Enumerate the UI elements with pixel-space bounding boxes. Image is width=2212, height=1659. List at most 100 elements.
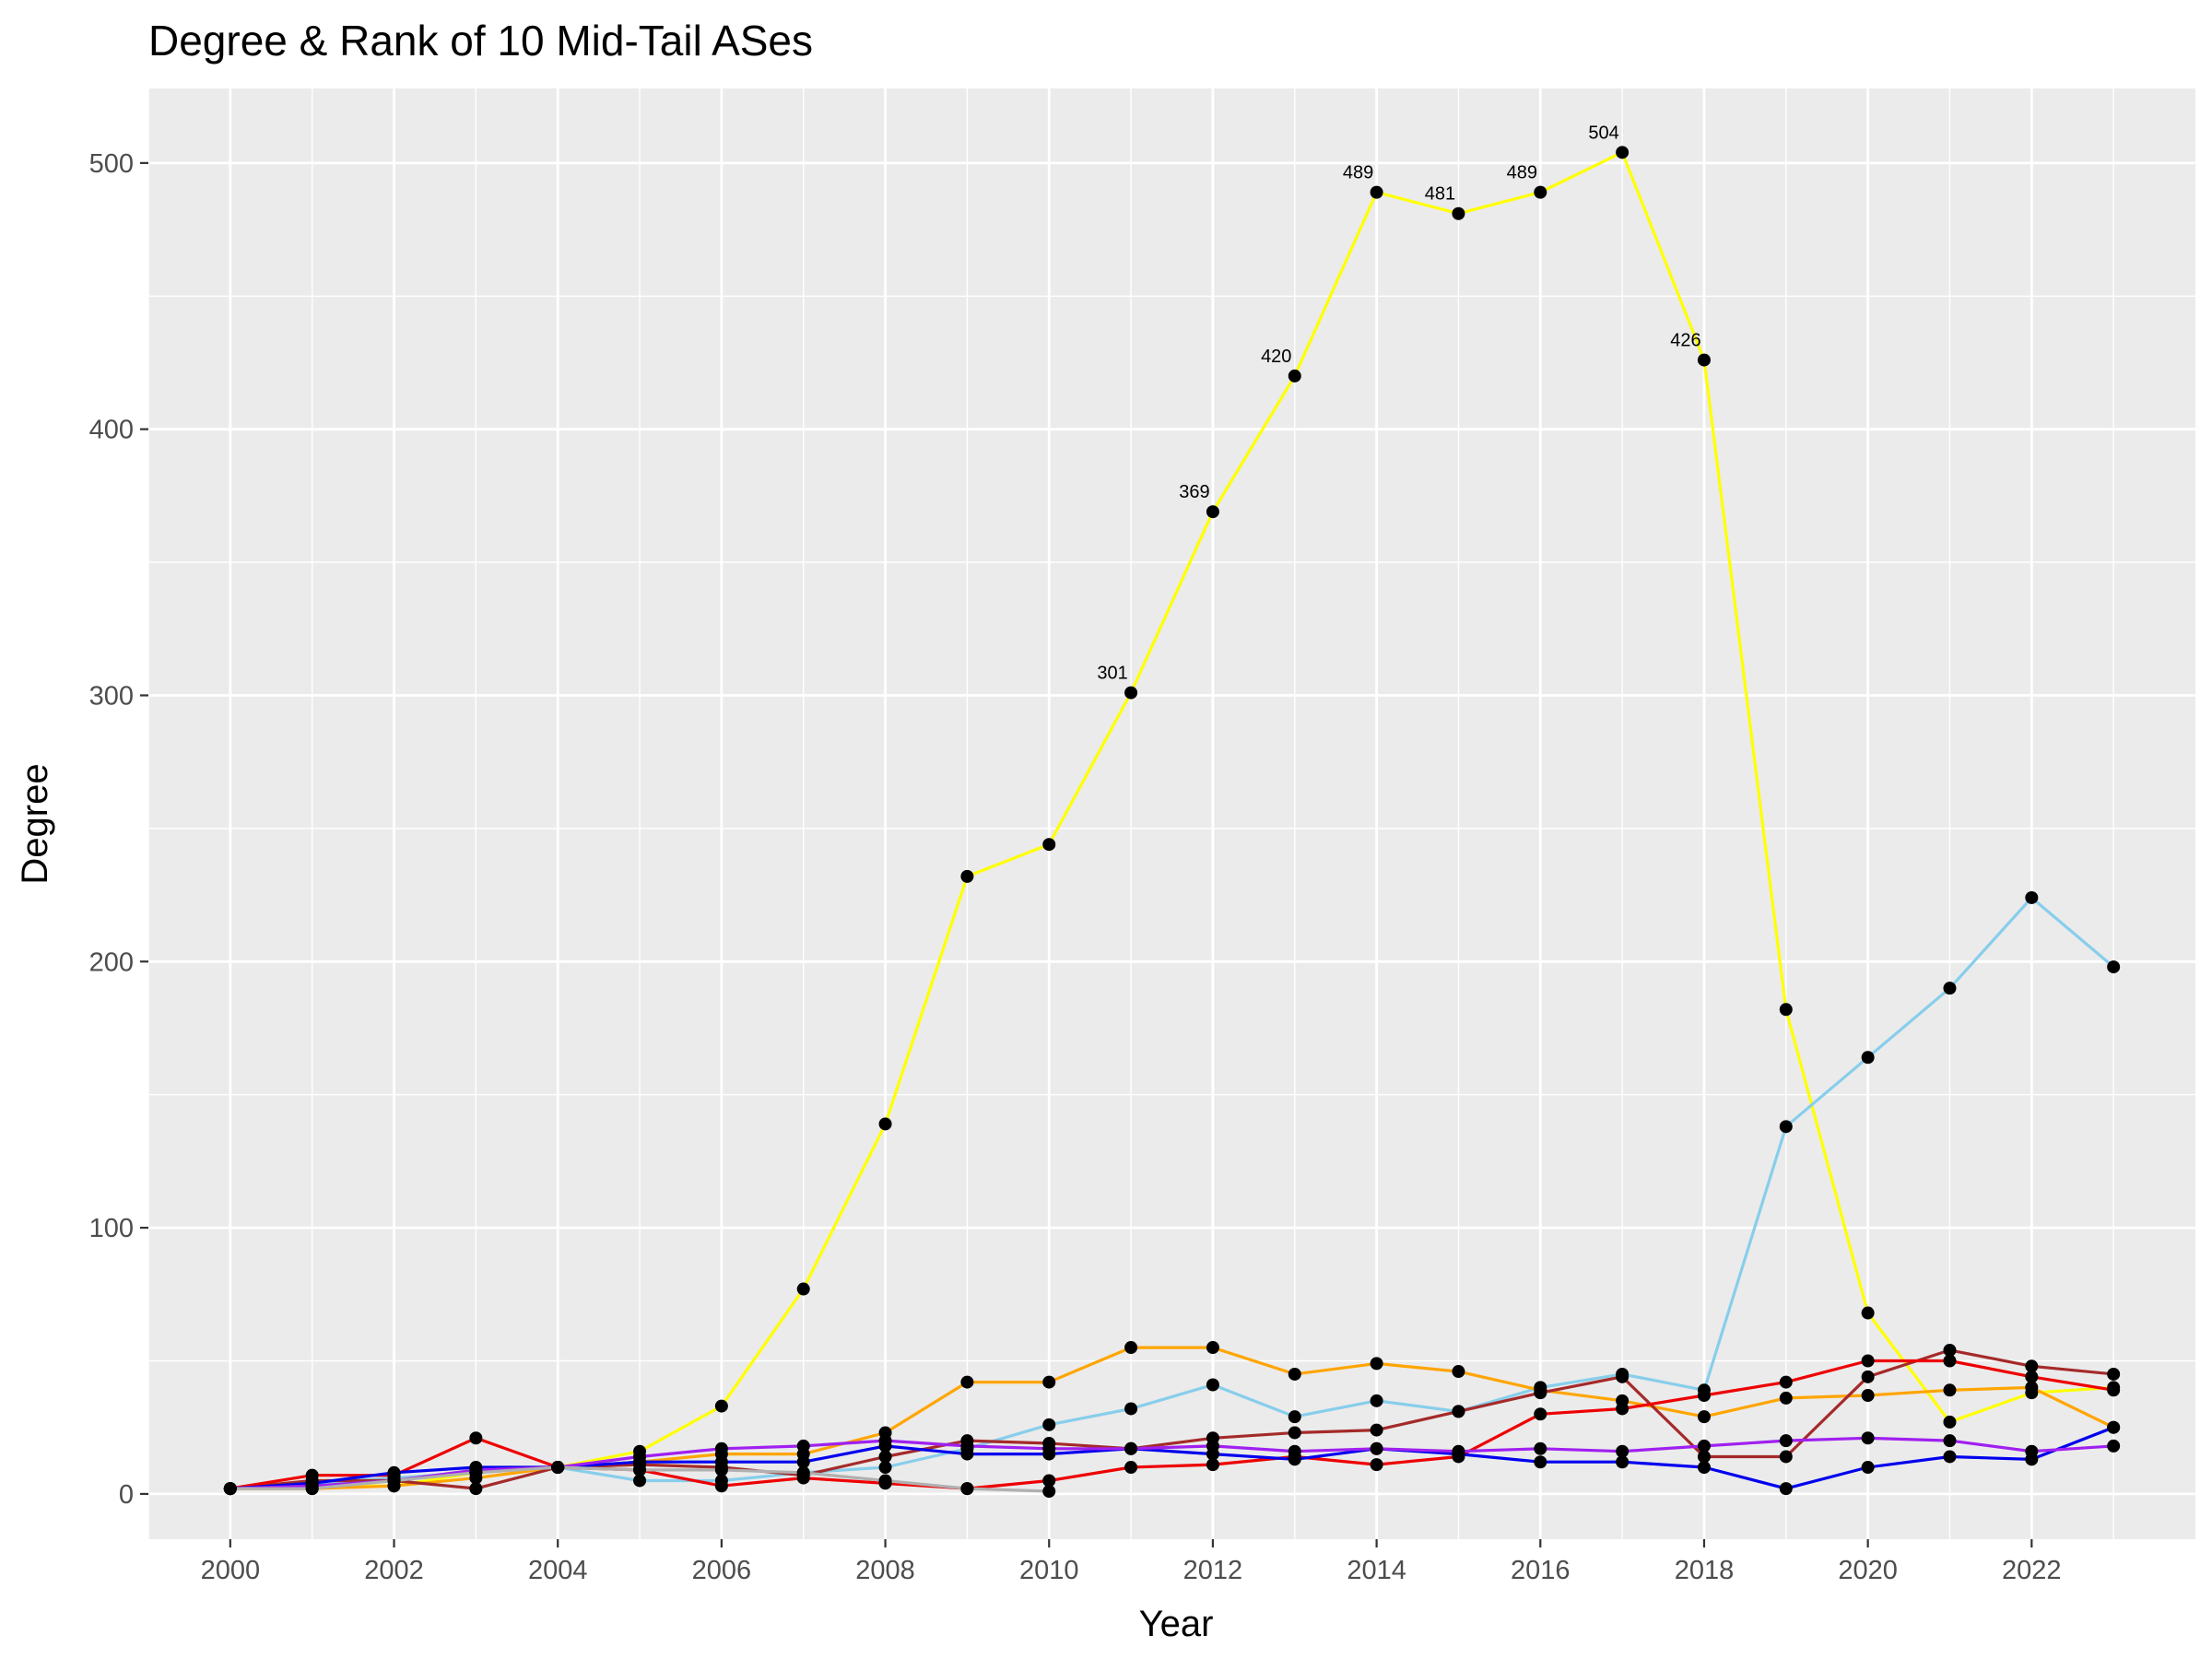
chart-title: Degree & Rank of 10 Mid-Tail ASes	[148, 17, 813, 65]
data-point	[1943, 1354, 1957, 1368]
data-point	[1370, 185, 1383, 199]
data-point	[1042, 1485, 1056, 1499]
data-point	[469, 1482, 483, 1496]
x-tick-label: 2014	[1347, 1556, 1406, 1585]
data-point	[1124, 686, 1138, 700]
data-point	[1779, 1391, 1793, 1405]
data-point	[1042, 1474, 1056, 1488]
data-point	[1288, 1410, 1301, 1424]
data-point	[1370, 1357, 1383, 1371]
data-point	[1943, 1450, 1957, 1464]
data-point	[1779, 1482, 1793, 1496]
data-point	[1616, 1455, 1630, 1469]
y-tick-label: 200	[89, 947, 134, 977]
data-point	[1861, 1370, 1875, 1383]
data-point	[1288, 1444, 1301, 1458]
data-point	[1697, 1461, 1711, 1475]
data-point	[1124, 1341, 1138, 1355]
data-label: 301	[1097, 664, 1127, 684]
data-point	[1534, 1407, 1547, 1421]
data-point	[1206, 1378, 1219, 1392]
series-line-5	[229, 1359, 2114, 1490]
data-point	[878, 1434, 892, 1448]
data-point	[1370, 1394, 1383, 1407]
data-point	[714, 1479, 728, 1493]
x-tick-label: 2008	[855, 1556, 915, 1585]
data-label: 489	[1507, 163, 1537, 183]
data-point	[2025, 1444, 2039, 1458]
data-point	[551, 1461, 565, 1475]
data-point	[1288, 1426, 1301, 1440]
data-point	[1697, 353, 1711, 367]
data-label: 489	[1343, 163, 1373, 183]
data-point	[1616, 1444, 1630, 1458]
data-point	[1697, 1439, 1711, 1453]
data-point	[1616, 1402, 1630, 1416]
x-tick-label: 2006	[692, 1556, 752, 1585]
data-point	[1124, 1461, 1138, 1475]
data-point	[1206, 1341, 1219, 1355]
x-axis: 2000 2002 2004 2006 2008 2010 2012 2014 2016 2018…	[201, 1539, 2062, 1585]
data-point	[469, 1431, 483, 1445]
data-point	[2107, 1367, 2121, 1381]
x-tick-label: 2000	[201, 1556, 261, 1585]
data-point	[1042, 1441, 1056, 1455]
x-tick-label: 2016	[1511, 1556, 1571, 1585]
data-point	[1206, 1458, 1219, 1472]
data-point	[796, 1465, 810, 1479]
data-point	[960, 1482, 974, 1496]
data-point	[1779, 1003, 1793, 1017]
x-tick-label: 2012	[1183, 1556, 1243, 1585]
data-point	[1534, 1455, 1547, 1469]
data-point	[1943, 982, 1957, 995]
data-point	[2025, 1359, 2039, 1373]
data-point	[1861, 1461, 1875, 1475]
data-point	[2107, 1383, 2121, 1397]
plot-panel	[148, 88, 2195, 1539]
x-tick-label: 2010	[1019, 1556, 1079, 1585]
data-point	[223, 1482, 237, 1496]
data-point	[469, 1465, 483, 1479]
data-point	[796, 1439, 810, 1453]
data-point	[1206, 1439, 1219, 1453]
data-point	[1206, 505, 1219, 519]
data-point	[387, 1474, 401, 1488]
data-point	[1042, 1375, 1056, 1389]
x-tick-label: 2018	[1675, 1556, 1735, 1585]
data-label: 426	[1670, 331, 1700, 351]
data-point	[1616, 146, 1630, 159]
data-point	[714, 1399, 728, 1413]
data-point	[796, 1282, 810, 1296]
data-label: 504	[1588, 123, 1618, 143]
data-point	[1779, 1375, 1793, 1389]
data-point	[1779, 1434, 1793, 1448]
data-point	[960, 1439, 974, 1453]
x-tick-label: 2002	[364, 1556, 424, 1585]
data-point	[878, 1450, 892, 1464]
data-point	[1861, 1354, 1875, 1368]
x-tick-label: 2004	[528, 1556, 588, 1585]
data-point	[1042, 838, 1056, 852]
data-point	[878, 1474, 892, 1488]
data-point	[1452, 206, 1465, 220]
y-tick-label: 400	[89, 416, 134, 445]
y-tick-label: 100	[89, 1214, 134, 1243]
data-point	[1861, 1306, 1875, 1320]
data-labels: 301 369 420 489 481 489 504 426	[1097, 123, 1700, 683]
data-point	[796, 1455, 810, 1469]
data-point	[1861, 1051, 1875, 1065]
minor-gridlines	[147, 88, 2195, 1539]
data-point	[1452, 1444, 1465, 1458]
data-point	[1370, 1458, 1383, 1472]
data-point	[1943, 1415, 1957, 1429]
series-line-4	[229, 1348, 2114, 1490]
data-point	[1452, 1365, 1465, 1379]
series-lines	[229, 150, 2115, 1493]
data-point	[2107, 960, 2121, 974]
data-point	[1779, 1120, 1793, 1134]
data-point	[1534, 1386, 1547, 1400]
data-points	[223, 146, 2121, 1499]
data-point	[1861, 1431, 1875, 1445]
data-point	[2025, 890, 2039, 904]
